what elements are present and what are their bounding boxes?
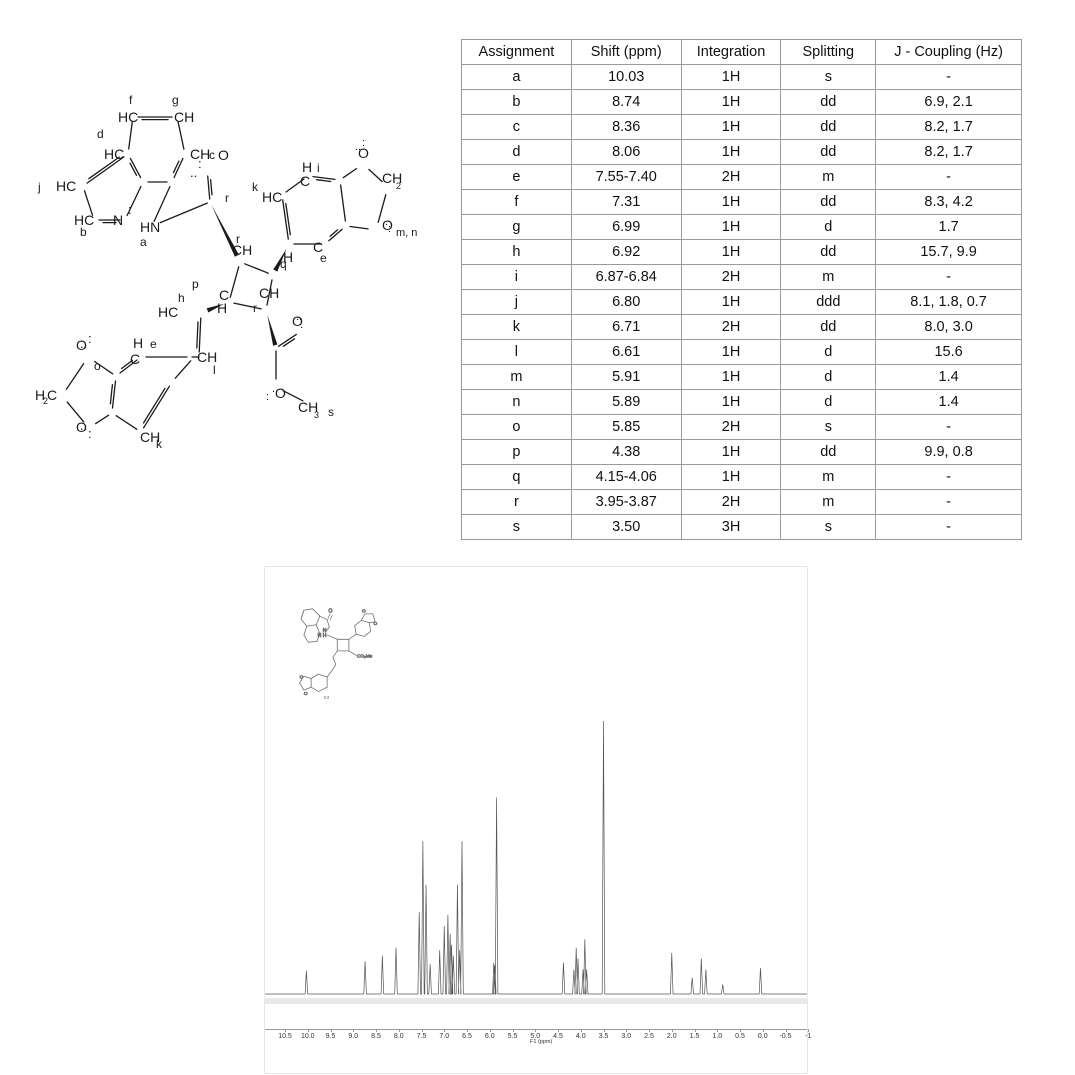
svg-text:HC: HC	[158, 304, 178, 320]
svg-text:e: e	[320, 251, 327, 265]
svg-text::: :	[266, 391, 269, 403]
svg-text::: :	[198, 156, 202, 171]
svg-text::: :	[128, 202, 132, 217]
svg-text:HN: HN	[140, 219, 160, 235]
svg-text:HC: HC	[262, 189, 282, 205]
svg-text:r: r	[225, 191, 229, 205]
svg-text:a: a	[140, 235, 147, 249]
svg-text:j: j	[37, 180, 41, 194]
svg-text:..: ..	[355, 141, 361, 153]
svg-text:s: s	[328, 405, 334, 419]
svg-text:m, n: m, n	[396, 227, 417, 239]
svg-text:h: h	[178, 291, 185, 305]
svg-text:H: H	[217, 300, 227, 316]
svg-text:p: p	[192, 277, 199, 291]
svg-text:N: N	[113, 212, 123, 228]
svg-text:HC: HC	[56, 178, 76, 194]
svg-text:o: o	[94, 359, 101, 373]
svg-text:g: g	[172, 93, 179, 107]
svg-text:l: l	[213, 363, 216, 377]
svg-text:C: C	[130, 351, 140, 367]
svg-text:c: c	[209, 148, 215, 162]
svg-text::: :	[88, 426, 92, 441]
svg-text:C: C	[300, 173, 310, 189]
svg-text:HC: HC	[104, 146, 124, 162]
svg-text:k: k	[252, 180, 259, 194]
svg-text:..: ..	[272, 383, 278, 395]
svg-text:2: 2	[396, 181, 401, 191]
svg-text:d: d	[97, 127, 104, 141]
svg-text:..: ..	[80, 336, 87, 351]
svg-text:b: b	[80, 225, 87, 239]
svg-text:HC: HC	[118, 109, 138, 125]
svg-text:q: q	[280, 257, 287, 271]
svg-text:O: O	[218, 147, 229, 163]
svg-text:CH: CH	[259, 285, 279, 301]
svg-text:..: ..	[80, 418, 87, 433]
svg-text::: :	[362, 137, 365, 149]
svg-text:CH: CH	[174, 109, 194, 125]
svg-text::: :	[88, 331, 92, 346]
svg-text:i: i	[317, 161, 320, 175]
svg-text:f: f	[129, 93, 133, 107]
svg-text::: :	[388, 223, 391, 235]
svg-text:C: C	[47, 387, 57, 403]
svg-text:3: 3	[314, 410, 319, 420]
svg-text:..: ..	[190, 165, 197, 180]
svg-text:r: r	[236, 232, 240, 246]
svg-text:r: r	[253, 301, 257, 315]
svg-text:k: k	[156, 437, 163, 451]
svg-text:e: e	[150, 337, 157, 351]
svg-text::: :	[300, 319, 303, 331]
svg-text:H: H	[133, 335, 143, 351]
